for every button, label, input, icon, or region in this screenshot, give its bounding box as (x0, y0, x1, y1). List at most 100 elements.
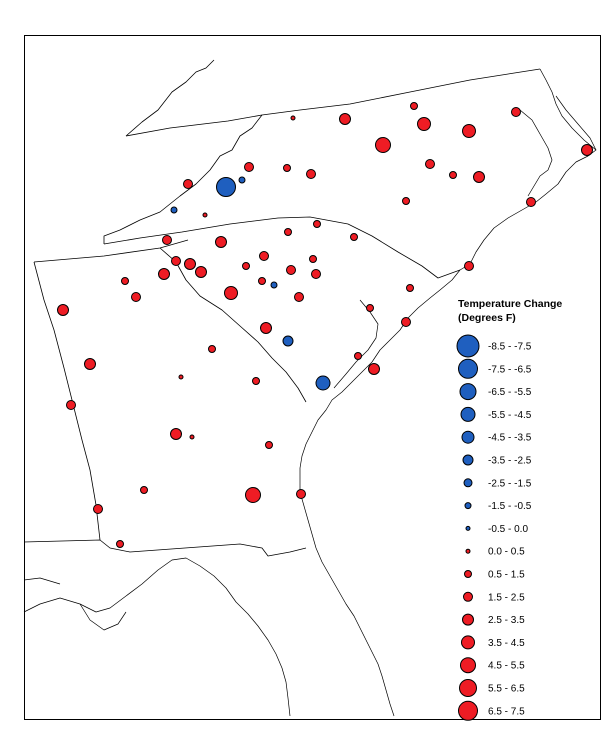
legend-label: -7.5 - -6.5 (488, 364, 532, 375)
warming-station-marker (350, 233, 358, 241)
warming-station-marker (66, 400, 76, 410)
legend-symbol (462, 454, 474, 466)
legend-label: 4.5 - 5.5 (488, 661, 525, 672)
va-west-border (125, 59, 215, 137)
ga-al-border (33, 261, 101, 541)
warming-station-marker (368, 363, 380, 375)
cooling-station-marker (216, 177, 236, 197)
warming-station-marker (339, 113, 351, 125)
ga-sc-border (159, 247, 307, 403)
legend-label: 0.5 - 1.5 (488, 570, 525, 581)
warming-station-marker (526, 197, 536, 207)
legend-symbol (460, 657, 476, 674)
warming-station-marker (84, 358, 96, 370)
legend-symbol (463, 478, 473, 488)
cooling-station-marker (238, 176, 246, 184)
cooling-station-marker (315, 375, 331, 391)
nc-sc-border (103, 216, 461, 279)
warming-station-marker (131, 292, 141, 302)
legend-label: -6.5 - -5.5 (488, 387, 532, 398)
warming-station-marker (296, 489, 306, 499)
warming-station-marker (189, 434, 195, 440)
sc-marsh-shore (333, 299, 379, 389)
legend-symbol (459, 679, 477, 697)
nc-sound-shore (519, 109, 553, 197)
warming-station-marker (406, 284, 414, 292)
legend-label: -1.5 - -0.5 (488, 501, 532, 512)
map-frame (24, 35, 601, 720)
cooling-station-marker (282, 335, 294, 347)
legend-symbol (462, 613, 474, 626)
warming-station-marker (375, 137, 391, 153)
warming-station-marker (260, 322, 272, 334)
warming-station-marker (462, 124, 476, 138)
warming-station-marker (511, 107, 521, 117)
warming-station-marker (311, 269, 321, 279)
warming-station-marker (171, 256, 181, 266)
legend-label: 1.5 - 2.5 (488, 592, 525, 603)
warming-station-marker (313, 220, 321, 228)
legend-symbol (460, 406, 476, 422)
legend-label: -3.5 - -2.5 (488, 456, 532, 467)
warming-station-marker (121, 277, 129, 285)
warming-station-marker (57, 304, 69, 316)
outer-banks (555, 95, 597, 151)
legend-symbol (461, 635, 475, 650)
fl-panhandle-border (23, 577, 61, 585)
warming-station-marker (286, 265, 296, 275)
warming-station-marker (464, 261, 474, 271)
apalachee-bay (79, 603, 127, 631)
legend-symbol (458, 700, 478, 721)
warming-station-marker (581, 144, 593, 156)
warming-station-marker (242, 262, 250, 270)
legend-symbol (458, 358, 478, 379)
warming-station-marker (366, 304, 374, 312)
gulf-coastline (23, 557, 291, 717)
cooling-station-marker (170, 206, 178, 214)
warming-station-marker (244, 162, 254, 172)
warming-station-marker (309, 255, 317, 263)
warming-station-marker (140, 486, 148, 494)
legend-subtitle: (Degrees F) (458, 312, 516, 324)
ga-north-border (33, 239, 189, 263)
warming-station-marker (425, 159, 435, 169)
warming-station-marker (449, 171, 457, 179)
warming-station-marker (402, 197, 410, 205)
warming-station-marker (259, 251, 269, 261)
warming-station-marker (202, 212, 208, 218)
legend-label: 0.0 - 0.5 (488, 547, 525, 558)
warming-station-marker (245, 487, 261, 503)
coastline (23, 68, 597, 717)
legend-symbol (464, 570, 472, 578)
warming-station-marker (162, 235, 172, 245)
legend-label: 5.5 - 6.5 (488, 684, 525, 695)
warming-station-marker (184, 258, 196, 270)
ga-fl-border (23, 539, 307, 557)
warming-station-marker (208, 345, 216, 353)
warming-station-marker (401, 317, 411, 327)
legend-label: -5.5 - -4.5 (488, 410, 532, 421)
legend: Temperature Change (Degrees F) -8.5 - -7.5… (456, 298, 562, 721)
tn-nc-border (103, 114, 263, 244)
legend-title: Temperature Change (458, 298, 562, 310)
warming-station-marker (158, 268, 170, 280)
legend-symbol (465, 525, 471, 531)
legend-label: -2.5 - -1.5 (488, 478, 532, 489)
legend-label: -0.5 - 0.0 (488, 524, 528, 535)
warming-station-marker (252, 377, 260, 385)
warming-station-marker (116, 540, 124, 548)
station-markers (57, 102, 593, 548)
warming-station-marker (294, 292, 304, 302)
warming-station-marker (224, 286, 238, 300)
warming-station-marker (215, 236, 227, 248)
warming-station-marker (183, 179, 193, 189)
warming-station-marker (258, 277, 266, 285)
warming-station-marker (306, 169, 316, 179)
legend-symbol (456, 334, 480, 358)
warming-station-marker (290, 115, 296, 121)
legend-symbol (459, 383, 477, 401)
cooling-station-marker (270, 281, 278, 289)
warming-station-marker (417, 117, 431, 131)
warming-station-marker (170, 428, 182, 440)
